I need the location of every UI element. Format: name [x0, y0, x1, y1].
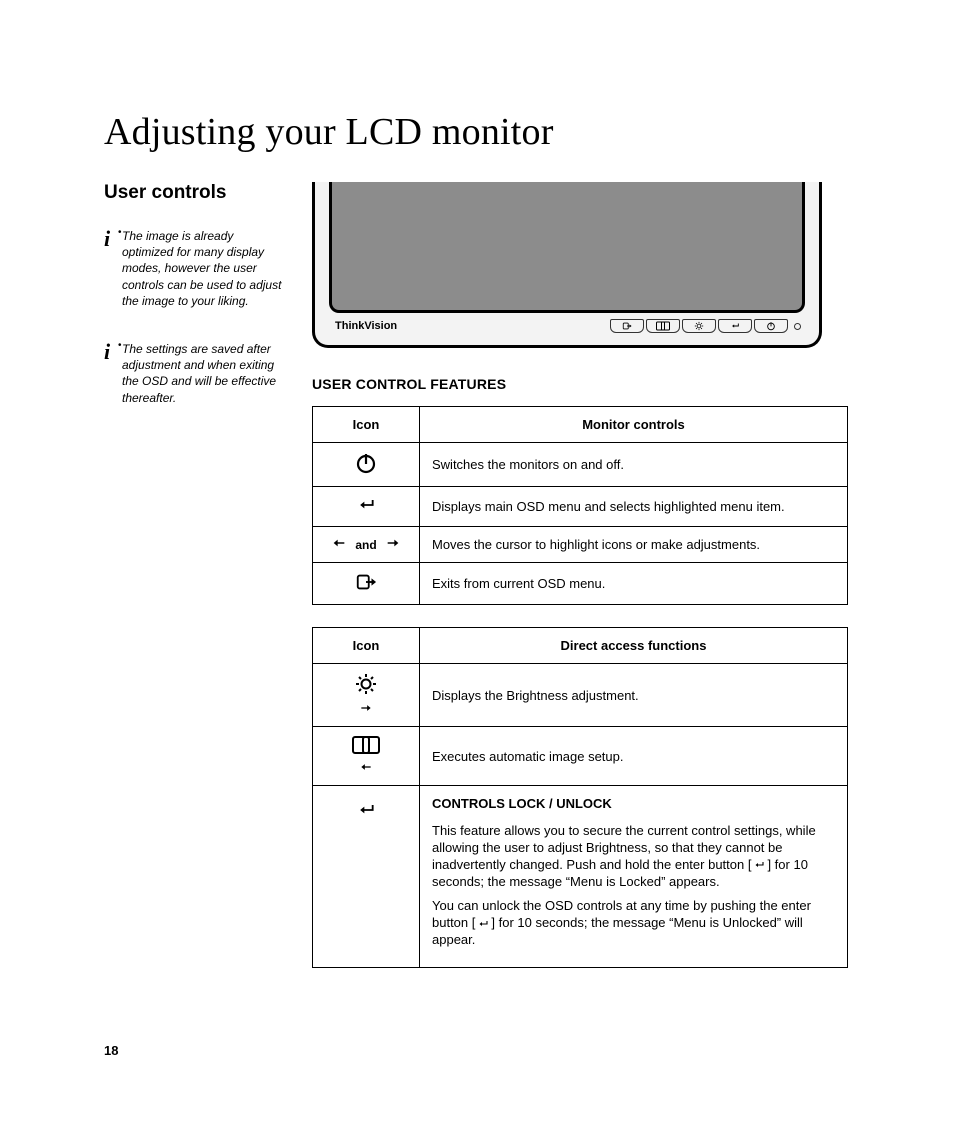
main-content: ThinkVision USER CONTROL FEATURES [312, 182, 858, 990]
enter-icon [353, 808, 379, 823]
section-heading: User controls [104, 182, 284, 204]
info-icon: i [104, 343, 110, 361]
bezel-controls [610, 319, 801, 333]
autosetup-icon [352, 735, 380, 758]
monitor-illustration: ThinkVision [312, 182, 822, 348]
bezel-right-button[interactable] [682, 319, 716, 333]
cell-desc: Switches the monitors on and off. [420, 443, 848, 487]
monitor-bezel: ThinkVision [329, 313, 805, 333]
sidebar: User controls i • The image is already o… [104, 182, 284, 990]
info-icon: i [104, 230, 110, 248]
exit-icon [353, 581, 379, 596]
lock-unlock-block: CONTROLS LOCK / UNLOCK This feature allo… [432, 796, 835, 949]
bezel-left-button[interactable] [646, 319, 680, 333]
direct-access-table: Icon Direct access functions Displays th… [312, 627, 848, 968]
enter-icon [353, 503, 379, 518]
page-title: Adjusting your LCD monitor [104, 110, 858, 154]
table-row: Switches the monitors on and off. [313, 443, 848, 487]
table-row: Displays main OSD menu and selects highl… [313, 487, 848, 527]
monitor-screen [329, 182, 805, 313]
arrow-right-icon [356, 701, 376, 718]
lock-paragraph-1: This feature allows you to secure the cu… [432, 823, 835, 891]
cell-desc: Displays the Brightness adjustment. [420, 664, 848, 727]
arrows-connector: and [355, 538, 376, 552]
th-desc: Direct access functions [420, 628, 848, 664]
bezel-exit-button[interactable] [610, 319, 644, 333]
power-led-icon [794, 323, 801, 330]
cell-desc: Executes automatic image setup. [420, 727, 848, 786]
page-number: 18 [104, 1043, 118, 1058]
th-icon: Icon [313, 407, 420, 443]
content-columns: User controls i • The image is already o… [104, 182, 858, 990]
table-row: Executes automatic image setup. [313, 727, 848, 786]
enter-icon [475, 918, 491, 930]
th-desc: Monitor controls [420, 407, 848, 443]
power-icon [354, 463, 378, 478]
arrow-left-icon [356, 760, 376, 777]
arrow-left-icon [329, 535, 349, 554]
lock-paragraph-2: You can unlock the OSD controls at any t… [432, 898, 835, 949]
bezel-enter-button[interactable] [718, 319, 752, 333]
th-icon: Icon [313, 628, 420, 664]
table-row: Exits from current OSD menu. [313, 563, 848, 605]
info-note-text: The settings are saved after adjustment … [122, 342, 276, 405]
table-row: and Moves the cursor to highlight icons … [313, 527, 848, 563]
cell-desc: Displays main OSD menu and selects highl… [420, 487, 848, 527]
table-row: Displays the Brightness adjustment. [313, 664, 848, 727]
info-dot-icon: • [118, 226, 122, 240]
enter-icon [751, 859, 767, 871]
table-row: CONTROLS LOCK / UNLOCK This feature allo… [313, 786, 848, 968]
cell-desc: Moves the cursor to highlight icons or m… [420, 527, 848, 563]
info-note-1: i • The image is already optimized for m… [104, 228, 284, 309]
arrow-right-icon [383, 535, 403, 554]
monitor-controls-table: Icon Monitor controls Switches the monit… [312, 406, 848, 605]
bezel-power-button[interactable] [754, 319, 788, 333]
monitor-brand: ThinkVision [335, 320, 397, 332]
info-note-text: The image is already optimized for many … [122, 229, 281, 308]
lock-title: CONTROLS LOCK / UNLOCK [432, 796, 835, 813]
features-heading: USER CONTROL FEATURES [312, 376, 858, 392]
manual-page: Adjusting your LCD monitor User controls… [0, 0, 954, 1136]
brightness-icon [354, 672, 378, 699]
cell-desc: Exits from current OSD menu. [420, 563, 848, 605]
info-note-2: i • The settings are saved after adjustm… [104, 341, 284, 406]
info-dot-icon: • [118, 339, 122, 353]
